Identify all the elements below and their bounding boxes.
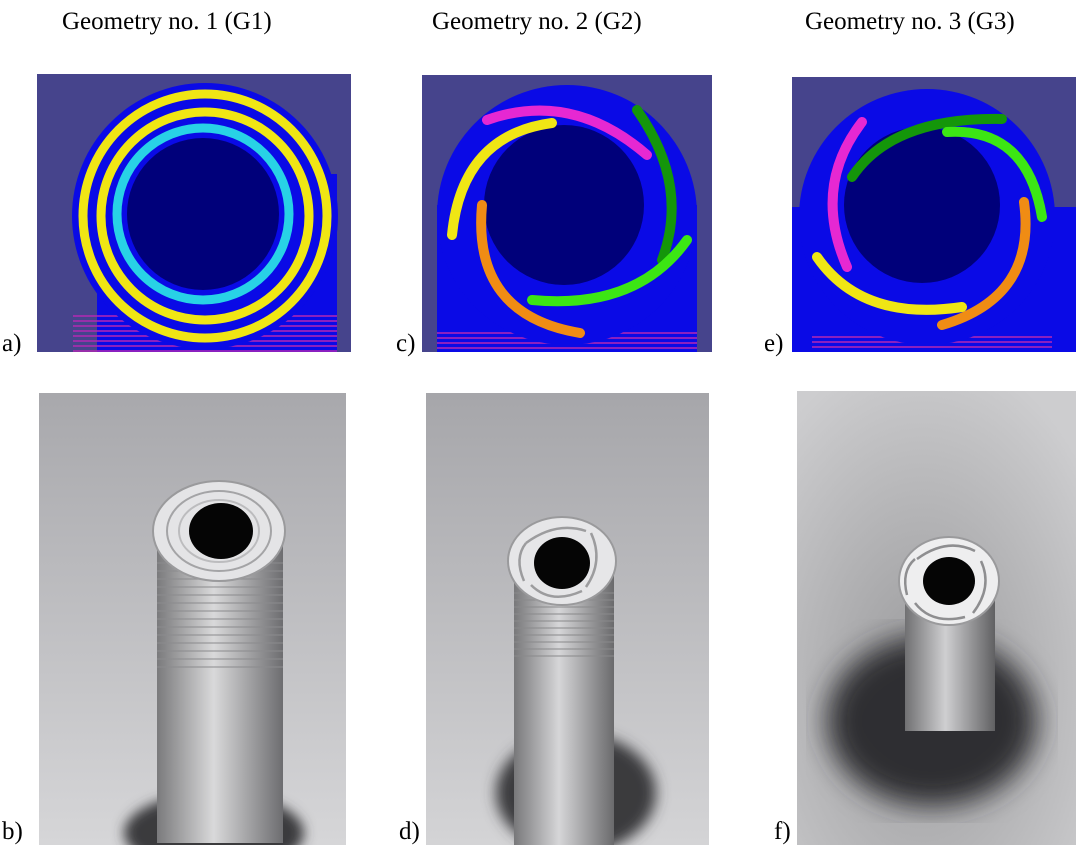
label-b: b) — [2, 818, 23, 845]
label-a: a) — [2, 330, 22, 357]
label-e: e) — [764, 330, 784, 357]
label-c: c) — [396, 330, 416, 357]
photo-nozzle-g1 — [39, 393, 346, 845]
photo-nozzle-g3 — [797, 391, 1076, 845]
label-d: d) — [399, 818, 420, 845]
label-f: f) — [774, 818, 791, 845]
title-geometry-3: Geometry no. 3 (G3) — [805, 8, 1015, 35]
cad-render-g2 — [422, 75, 712, 352]
cad-render-g3 — [792, 77, 1076, 352]
cad-render-g1 — [37, 74, 351, 352]
photo-nozzle-g2 — [426, 393, 709, 845]
title-geometry-1: Geometry no. 1 (G1) — [62, 8, 272, 35]
title-geometry-2: Geometry no. 2 (G2) — [432, 8, 642, 35]
